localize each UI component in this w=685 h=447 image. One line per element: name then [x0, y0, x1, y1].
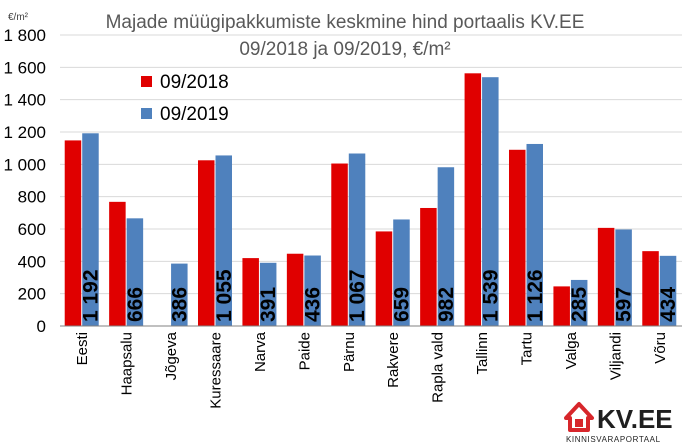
- bar-09-2018-12: [597, 227, 615, 326]
- bar-09-2019-7: [393, 219, 410, 326]
- data-label: 1 055: [213, 269, 236, 322]
- bar-09-2018-13: [642, 251, 659, 326]
- bar-09-2018-6: [331, 163, 348, 326]
- y-tick-label: 1 600: [3, 58, 46, 77]
- bar-09-2019-3: [215, 155, 232, 326]
- y-tick-label: 0: [37, 317, 46, 336]
- legend-label-2018: 09/2018: [160, 72, 229, 93]
- bar-09-2019-9: [482, 77, 499, 326]
- y-tick-label: 1 200: [3, 123, 46, 142]
- unit-label: €/m²: [8, 12, 29, 23]
- data-label: 1 539: [479, 269, 502, 322]
- bar-09-2019-6: [348, 153, 366, 326]
- bar-09-2019-10: [526, 143, 543, 326]
- bar-09-2018-8: [420, 207, 437, 326]
- x-tick-label: Paide: [296, 332, 313, 370]
- data-label: 1 126: [524, 269, 547, 322]
- y-tick-label: 600: [18, 220, 46, 239]
- bar-09-2019-0: [82, 133, 99, 326]
- x-tick-label: Narva: [252, 331, 269, 372]
- data-label: 386: [168, 287, 191, 322]
- bar-09-2018-7: [375, 231, 393, 326]
- chart-title-line1: Majade müügipakkumiste keskmine hind por…: [106, 12, 585, 33]
- bar-09-2018-4: [242, 258, 259, 326]
- data-label: 659: [390, 287, 413, 322]
- data-label: 1 192: [79, 269, 102, 322]
- house-icon: [564, 402, 594, 432]
- legend-swatch-2019: [141, 108, 152, 119]
- y-tick-label: 1 400: [3, 91, 46, 110]
- data-label: 285: [568, 287, 591, 322]
- data-label: 982: [435, 287, 458, 322]
- x-tick-label: Rapla vald: [430, 332, 447, 403]
- bar-09-2018-10: [509, 149, 526, 326]
- data-label: 436: [302, 287, 325, 322]
- x-tick-label: Viljandi: [607, 332, 624, 380]
- bar-09-2019-5: [304, 255, 321, 326]
- bar-09-2018-0: [64, 140, 82, 326]
- bar-09-2019-1: [126, 218, 144, 326]
- x-axis-ticks: Eesti Haapsalu Jõgeva Kuressaare Narva Paide P…: [74, 331, 669, 408]
- x-tick-label: Jõgeva: [163, 331, 180, 380]
- legend-swatch-2018: [141, 76, 152, 87]
- bar-09-2019-13: [659, 255, 677, 326]
- data-label: 434: [657, 287, 680, 322]
- y-tick-label: 200: [18, 285, 46, 304]
- y-tick-label: 400: [18, 252, 46, 271]
- x-tick-label: Rakvere: [385, 332, 402, 388]
- legend: 09/2018 09/2019: [141, 72, 229, 125]
- bar-09-2019-12: [615, 229, 632, 326]
- x-tick-label: Tartu: [519, 332, 536, 365]
- bar-09-2019-11: [570, 279, 588, 326]
- bar-09-2019-2: [171, 263, 188, 326]
- data-label: 1 067: [346, 269, 369, 322]
- x-tick-label: Eesti: [74, 332, 91, 365]
- bar-09-2019-8: [437, 167, 455, 326]
- kv-logo: KV.EE KINNISVARAPORTAAL: [564, 402, 673, 444]
- bar-09-2018-5: [286, 253, 304, 326]
- data-label: 391: [257, 287, 280, 322]
- y-axis-ticks: 0 200 400 600 800 1 000 1 200 1 400 1 600 1 800: [3, 26, 46, 336]
- x-tick-label: Võru: [652, 332, 669, 364]
- bar-09-2018-1: [109, 201, 126, 326]
- bar-09-2018-9: [464, 73, 482, 326]
- x-tick-label: Tallinn: [474, 332, 491, 375]
- y-tick-label: 1 800: [3, 26, 46, 45]
- gridlines: [60, 34, 682, 295]
- x-tick-label: Pärnu: [341, 332, 358, 372]
- legend-label-2019: 09/2019: [160, 104, 229, 125]
- bar-09-2018-11: [553, 286, 570, 326]
- data-label: 597: [613, 287, 636, 322]
- chart-title-line2: 09/2018 ja 09/2019, €/m²: [239, 39, 450, 60]
- data-labels: 1 192 666 386 1 055 391 436 1 067 659 982 1 539 1 …: [79, 269, 680, 322]
- bars: [64, 73, 677, 326]
- bar-09-2018-3: [198, 160, 215, 326]
- logo-tagline: KINNISVARAPORTAAL: [566, 435, 661, 444]
- logo-brand: KV.EE: [597, 404, 673, 434]
- data-label: 666: [124, 287, 147, 322]
- y-tick-label: 800: [18, 188, 46, 207]
- x-tick-label: Kuressaare: [208, 332, 225, 409]
- x-tick-label: Haapsalu: [119, 332, 136, 395]
- y-tick-label: 1 000: [3, 155, 46, 174]
- x-tick-label: Valga: [563, 331, 580, 369]
- bar-09-2019-4: [259, 262, 277, 326]
